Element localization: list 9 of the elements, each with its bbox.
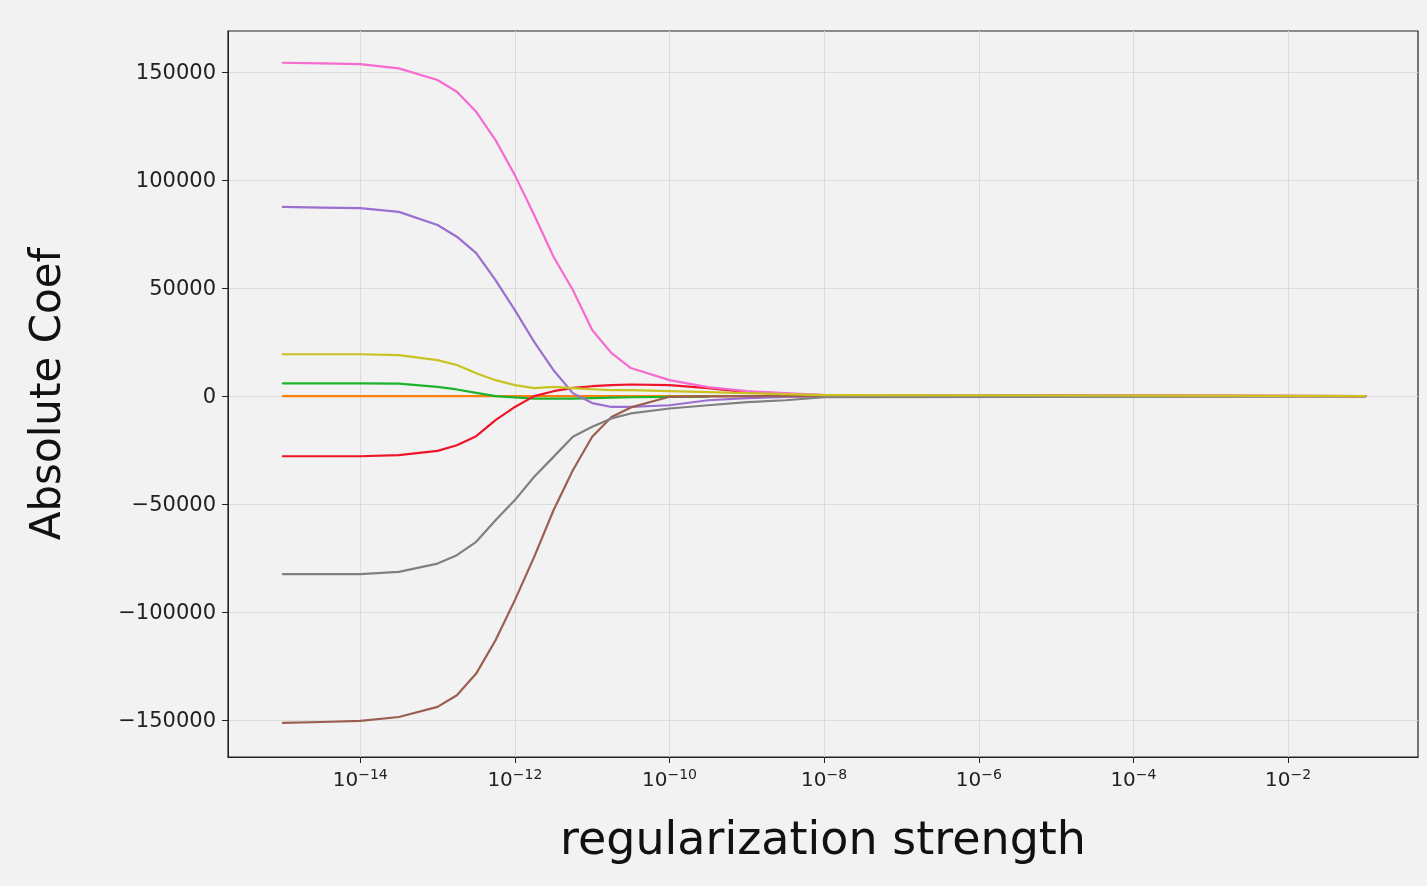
y-tick-label: 50000 bbox=[149, 276, 216, 301]
y-tick-label: 0 bbox=[202, 384, 216, 409]
y-axis-title: Absolute Coef bbox=[20, 246, 70, 541]
y-tick-label: 150000 bbox=[135, 60, 216, 85]
x-axis-title: regularization strength bbox=[559, 811, 1087, 865]
y-tick-label: −100000 bbox=[118, 600, 216, 625]
y-tick-label: 100000 bbox=[135, 168, 216, 193]
y-tick-label: −50000 bbox=[131, 492, 216, 517]
y-tick-label: −150000 bbox=[118, 708, 216, 733]
